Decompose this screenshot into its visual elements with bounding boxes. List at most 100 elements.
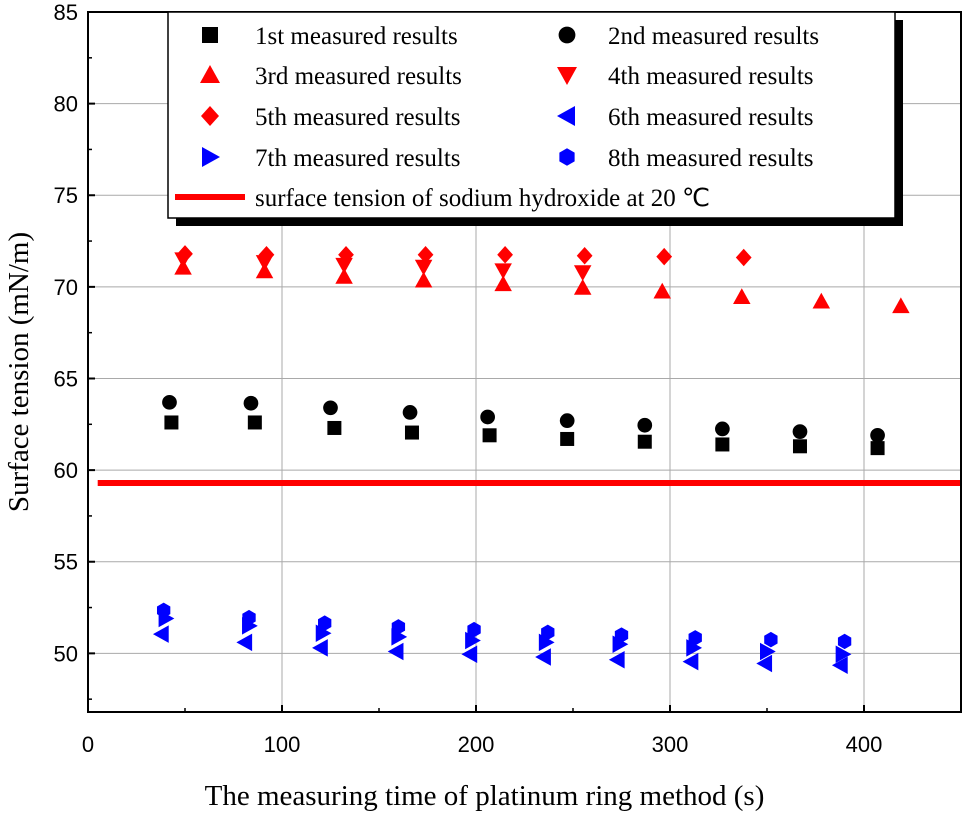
data-point [559, 413, 575, 428]
data-point [414, 259, 433, 276]
y-tick-label: 85 [54, 0, 78, 25]
y-tick-label: 60 [54, 458, 78, 483]
data-point [792, 439, 807, 454]
series-4 [174, 252, 592, 281]
series-7 [158, 609, 852, 664]
data-point [162, 394, 177, 410]
series-6 [152, 625, 848, 675]
y-axis-title: Surface tension (mN/m) [3, 232, 35, 512]
data-point [715, 437, 730, 452]
data-point [387, 642, 404, 661]
data-point [335, 268, 353, 284]
data-point [497, 246, 513, 264]
data-layer [152, 245, 910, 675]
data-point [576, 246, 593, 265]
data-point [764, 631, 778, 648]
x-tick-label: 0 [82, 732, 94, 757]
x-tick-label: 100 [264, 732, 301, 757]
data-point [480, 409, 495, 425]
data-point [177, 245, 193, 263]
legend-marker [200, 65, 220, 83]
data-point [535, 648, 551, 666]
data-point [494, 263, 512, 280]
data-point [467, 621, 481, 638]
data-point [715, 421, 730, 437]
y-tick-label: 65 [54, 366, 78, 391]
series-1 [164, 415, 885, 456]
data-point [688, 630, 702, 646]
data-point [482, 428, 497, 443]
legend: 1st measured results 2nd measured results… [167, 11, 903, 226]
data-point [338, 246, 354, 264]
legend-marker [201, 106, 219, 126]
y-tick-label: 50 [54, 641, 78, 666]
legend-label: 8th measured results [608, 145, 814, 172]
ticks: 0 100 200 300 400 50 55 60 65 70 75 80 85 [54, 0, 883, 757]
data-point [236, 633, 253, 652]
series-5 [177, 245, 752, 267]
legend-marker [202, 147, 220, 167]
legend-box [167, 11, 896, 219]
x-tick-label: 300 [652, 732, 689, 757]
legend-marker [558, 26, 576, 44]
data-point [402, 405, 418, 420]
data-point [242, 609, 256, 626]
data-point [760, 642, 776, 661]
data-point [608, 651, 625, 669]
data-point [465, 631, 481, 650]
data-point [756, 654, 773, 673]
legend-label: 1st measured results [255, 23, 458, 50]
y-tick-label: 55 [54, 550, 78, 575]
data-point [560, 431, 575, 446]
legend-marker [557, 67, 577, 85]
legend-label: 3rd measured results [255, 63, 462, 90]
legend-label: 2nd measured results [608, 23, 819, 50]
x-axis-title: The measuring time of platinum ring meth… [205, 780, 765, 812]
data-point [327, 420, 342, 435]
data-point [614, 627, 629, 643]
x-tick-label: 400 [846, 732, 883, 757]
data-point [312, 639, 328, 657]
data-point [538, 633, 555, 652]
x-tick-label: 200 [458, 732, 495, 757]
y-tick-label: 75 [54, 183, 78, 208]
data-point [637, 434, 652, 449]
data-point [656, 247, 673, 266]
data-point [837, 633, 852, 650]
legend-label: 4th measured results [608, 63, 814, 90]
data-point [573, 265, 592, 281]
data-point [152, 625, 169, 643]
data-point [792, 424, 808, 439]
data-point [573, 279, 592, 295]
data-point [247, 415, 262, 430]
legend-label: 5th measured results [255, 104, 461, 131]
y-tick-label: 80 [54, 92, 78, 117]
data-point [335, 257, 353, 274]
data-point [812, 292, 831, 309]
data-point [831, 656, 848, 675]
data-point [243, 395, 259, 411]
data-point [414, 271, 433, 288]
legend-label: 6th measured results [608, 104, 814, 131]
data-point [892, 297, 910, 314]
data-point [835, 645, 852, 664]
data-point [318, 615, 332, 631]
data-point [870, 441, 885, 456]
y-tick-label: 70 [54, 275, 78, 300]
legend-label: 7th measured results [255, 145, 461, 172]
data-point [258, 246, 275, 264]
data-point [404, 425, 419, 440]
series-2 [162, 394, 885, 443]
data-point [637, 417, 653, 433]
data-point [323, 400, 338, 416]
data-point [494, 275, 512, 292]
legend-label: surface tension of sodium hydroxide at 2… [255, 185, 710, 212]
legend-marker [559, 148, 575, 166]
data-point [541, 624, 555, 640]
data-point [733, 288, 751, 304]
series-3 [174, 258, 910, 314]
legend-marker [557, 106, 575, 126]
data-point [653, 282, 671, 299]
data-point [870, 427, 885, 443]
